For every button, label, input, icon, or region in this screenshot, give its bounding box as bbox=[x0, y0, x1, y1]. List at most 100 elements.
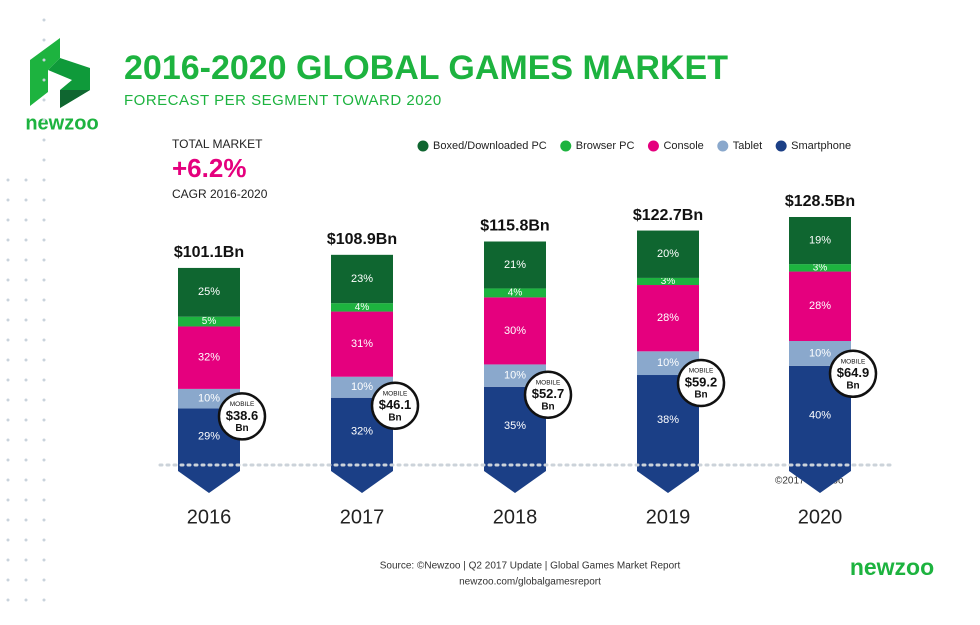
decor-dot bbox=[42, 578, 46, 582]
decor-dot bbox=[6, 538, 10, 542]
bar-segment bbox=[789, 264, 851, 272]
decor-dot bbox=[24, 598, 28, 602]
decor-dot bbox=[42, 98, 46, 102]
decor-dot bbox=[24, 318, 28, 322]
segment-label: 38% bbox=[657, 414, 679, 426]
bar-segment bbox=[331, 303, 393, 312]
cagr-value: +6.2% bbox=[172, 153, 246, 183]
mobile-title: MOBILE bbox=[230, 401, 255, 408]
segment-label: 10% bbox=[504, 370, 526, 382]
bar-arrow bbox=[331, 465, 393, 493]
decor-dot bbox=[6, 558, 10, 562]
mobile-value: $52.7 bbox=[532, 386, 565, 401]
mobile-badge bbox=[523, 370, 573, 420]
legend-swatch bbox=[417, 140, 429, 152]
footer-logo: newzoo bbox=[850, 554, 934, 580]
x-tick-label: 2017 bbox=[340, 506, 385, 528]
segment-label: 4% bbox=[508, 288, 523, 299]
legend-label: Browser PC bbox=[576, 140, 635, 152]
decor-dot bbox=[24, 458, 28, 462]
decor-dot bbox=[6, 258, 10, 262]
cagr-title: TOTAL MARKET bbox=[172, 137, 263, 151]
segment-label: 35% bbox=[504, 420, 526, 432]
decor-dot bbox=[24, 178, 28, 182]
bar-segment bbox=[789, 271, 851, 341]
decor-dot bbox=[42, 538, 46, 542]
bar-arrow bbox=[484, 465, 546, 493]
mobile-unit: Bn bbox=[388, 412, 401, 423]
url: newzoo.com/globalgamesreport bbox=[459, 577, 601, 588]
bar-segment bbox=[484, 288, 546, 298]
decor-dot bbox=[24, 258, 28, 262]
total-label: $108.9Bn bbox=[327, 231, 397, 248]
decor-dot bbox=[6, 578, 10, 582]
bar-segment bbox=[789, 216, 851, 265]
total-label: $101.1Bn bbox=[174, 244, 244, 261]
decor-dot bbox=[24, 198, 28, 202]
segment-label: 10% bbox=[198, 393, 220, 405]
total-label: $122.7Bn bbox=[633, 207, 703, 224]
decor-dot bbox=[24, 218, 28, 222]
legend-swatch bbox=[775, 140, 787, 152]
decor-dot bbox=[42, 298, 46, 302]
decor-dot bbox=[6, 278, 10, 282]
mobile-value: $59.2 bbox=[685, 374, 718, 389]
segment-label: 28% bbox=[657, 312, 679, 324]
segment-label: 4% bbox=[355, 302, 370, 313]
decor-dot bbox=[24, 438, 28, 442]
decor-dot bbox=[24, 418, 28, 422]
mobile-badge bbox=[370, 381, 420, 430]
logo-mark bbox=[30, 38, 90, 108]
decor-dot bbox=[42, 518, 46, 522]
decor-dot bbox=[42, 378, 46, 382]
segment-label: 32% bbox=[351, 425, 373, 437]
mobile-badge bbox=[217, 392, 267, 441]
decor-dot bbox=[6, 178, 10, 182]
decor-dot bbox=[24, 278, 28, 282]
decor-dot bbox=[42, 258, 46, 262]
legend-swatch bbox=[717, 140, 729, 152]
decor-dot bbox=[42, 118, 46, 122]
mobile-title: MOBILE bbox=[841, 359, 866, 366]
decor-dot bbox=[42, 338, 46, 342]
decor-dot bbox=[6, 298, 10, 302]
decor-dot bbox=[6, 358, 10, 362]
decor-dot bbox=[24, 358, 28, 362]
decor-dot bbox=[42, 138, 46, 142]
bar-arrow bbox=[178, 465, 240, 493]
decor-dot bbox=[42, 218, 46, 222]
decor-dot bbox=[42, 418, 46, 422]
mobile-unit: Bn bbox=[694, 390, 707, 401]
decor-dot bbox=[6, 498, 10, 502]
decor-dot bbox=[6, 418, 10, 422]
decor-dot bbox=[6, 218, 10, 222]
decor-dot bbox=[24, 578, 28, 582]
decor-dot bbox=[6, 238, 10, 242]
source: Source: ©Newzoo | Q2 2017 Update | Globa… bbox=[380, 561, 681, 572]
decor-dot bbox=[6, 478, 10, 482]
decor-dot bbox=[42, 198, 46, 202]
x-tick-label: 2020 bbox=[798, 506, 843, 528]
mobile-value: $38.6 bbox=[226, 408, 259, 423]
decor-dot bbox=[6, 378, 10, 382]
legend-swatch bbox=[560, 140, 572, 152]
bar-segment bbox=[178, 326, 240, 389]
mobile-unit: Bn bbox=[235, 423, 248, 434]
segment-label: 10% bbox=[351, 381, 373, 393]
legend-label: Smartphone bbox=[791, 140, 851, 152]
segment-label: 20% bbox=[657, 248, 679, 260]
segment-label: 25% bbox=[198, 286, 220, 298]
bar-segment bbox=[637, 285, 699, 352]
legend-label: Console bbox=[663, 140, 703, 152]
decor-dot bbox=[6, 598, 10, 602]
legend-label: Tablet bbox=[733, 140, 762, 152]
decor-dot bbox=[42, 458, 46, 462]
decor-dot bbox=[24, 398, 28, 402]
segment-label: 3% bbox=[661, 276, 676, 287]
mobile-badge bbox=[828, 349, 878, 399]
mobile-unit: Bn bbox=[846, 380, 859, 391]
segment-label: 32% bbox=[198, 352, 220, 364]
decor-dot bbox=[42, 598, 46, 602]
decor-dot bbox=[42, 18, 46, 22]
